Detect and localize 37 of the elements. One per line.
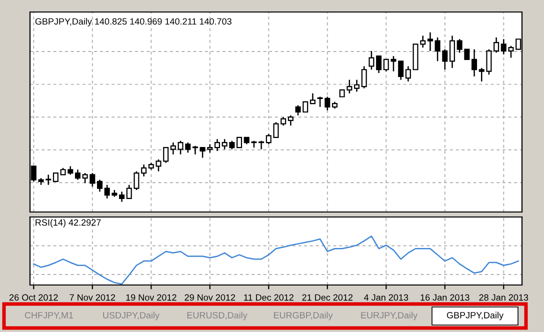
x-tick-label: 28 Jan 2013 <box>479 294 528 301</box>
candlestick <box>354 79 360 92</box>
candlestick <box>427 32 433 52</box>
chart-title: RSI(14) 42.2927 <box>36 219 101 228</box>
text: EURUSD,Daily <box>187 312 248 320</box>
x-tick-label: 11 Dec 2012 <box>244 294 294 301</box>
x-tick-label: 7 Nov 2012 <box>70 294 116 301</box>
candlestick <box>170 142 176 155</box>
candlestick <box>119 191 125 202</box>
text: GBPJPY,Daily <box>446 312 504 320</box>
x-tick-label: 21 Dec 2012 <box>302 294 353 301</box>
candlestick <box>472 48 478 78</box>
chart-title: GBPJPY,Daily 140.825 140.969 140.211 140.703 <box>35 18 232 26</box>
candlestick <box>258 140 264 150</box>
x-tick-label: 26 Oct 2012 <box>10 294 58 301</box>
candlestick <box>310 92 316 104</box>
text: USDJPY,Daily <box>103 312 160 320</box>
candlestick <box>214 138 220 152</box>
text: EURJPY,Daily <box>361 312 418 320</box>
candlestick <box>368 50 374 70</box>
candlestick <box>288 114 294 126</box>
x-tick-label: 4 Jan 2013 <box>364 294 408 301</box>
candlestick <box>405 66 411 82</box>
candlestick <box>494 36 500 54</box>
candlestick <box>141 164 147 178</box>
candlestick <box>97 179 103 192</box>
x-tick-label: 16 Jan 2013 <box>420 294 470 301</box>
candlestick <box>74 169 80 180</box>
text: CHFJPY,M1 <box>24 312 74 320</box>
candlestick <box>192 145 198 155</box>
x-tick-label: 29 Nov 2012 <box>184 294 236 301</box>
text: EURGBP,Daily <box>274 312 333 320</box>
candlestick <box>449 35 455 69</box>
candlestick <box>376 55 382 74</box>
candlestick <box>361 66 367 89</box>
candlestick <box>236 136 242 148</box>
x-tick-label: 19 Nov 2012 <box>126 294 176 301</box>
